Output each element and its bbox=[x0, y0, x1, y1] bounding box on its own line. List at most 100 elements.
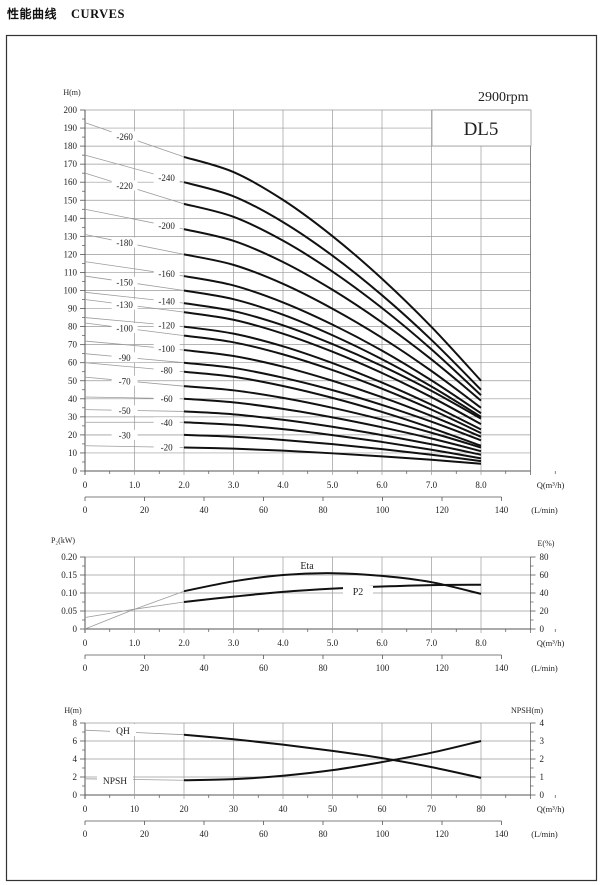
head-curve-13 bbox=[183, 370, 482, 447]
y2-tick-label: 80 bbox=[540, 552, 550, 562]
y-tick-label: 2 bbox=[73, 772, 78, 782]
x2-tick-label: 120 bbox=[435, 663, 449, 673]
title-en: CURVES bbox=[71, 7, 125, 21]
y-tick-label: 0 bbox=[73, 790, 78, 800]
curve-label-p2: P2 bbox=[353, 587, 364, 598]
curve-label-bg bbox=[343, 586, 373, 597]
head-curve-18 bbox=[183, 433, 482, 463]
x2-axis-title: (L/min) bbox=[531, 663, 558, 673]
curve-label-bg bbox=[111, 323, 138, 334]
head-curve-4 bbox=[183, 253, 482, 409]
x-tick-label: 2.0 bbox=[178, 480, 190, 490]
x2-tick-label: 40 bbox=[200, 505, 210, 515]
head-curve-12 bbox=[183, 361, 482, 442]
curve-label: -240 bbox=[158, 173, 175, 183]
curve-label-bg bbox=[153, 417, 180, 428]
curve-label: -70 bbox=[119, 376, 131, 386]
curve-label-bg bbox=[153, 393, 180, 404]
x-tick-label: 6.0 bbox=[376, 480, 388, 490]
curve-label: -130 bbox=[116, 300, 133, 310]
head-curve-14 bbox=[183, 385, 482, 449]
x2-tick-label: 0 bbox=[83, 663, 88, 673]
curve-label: -50 bbox=[119, 406, 131, 416]
head-curve-0 bbox=[183, 155, 482, 382]
y-tick-label: 0 bbox=[73, 624, 78, 634]
x-tick-label: 4.0 bbox=[277, 638, 289, 648]
curve-label-bg bbox=[153, 442, 180, 453]
x2-axis-title: (L/min) bbox=[531, 505, 558, 515]
curve-label-bg bbox=[153, 296, 180, 307]
x2-tick-label: 20 bbox=[140, 829, 150, 839]
curve-label-bg bbox=[153, 172, 180, 183]
head-curve-2 bbox=[183, 202, 482, 396]
curve-NPSH bbox=[183, 740, 482, 782]
speed-label: 2900rpm bbox=[478, 90, 529, 105]
page-header: 性能曲线 CURVES bbox=[7, 5, 125, 22]
y-tick-label: 70 bbox=[68, 340, 78, 350]
x-tick-label: 3.0 bbox=[228, 480, 240, 490]
x2-tick-label: 80 bbox=[319, 829, 329, 839]
curve-label-bg bbox=[153, 343, 180, 354]
curve-label-bg bbox=[111, 299, 138, 310]
y-tick-label: 40 bbox=[68, 394, 78, 404]
y-tick-label: 170 bbox=[64, 159, 78, 169]
curve-label-bg bbox=[111, 352, 138, 363]
curve-label: -160 bbox=[158, 269, 175, 279]
curve-label-bg bbox=[111, 180, 138, 191]
y-tick-label: 80 bbox=[68, 322, 78, 332]
x2-tick-label: 60 bbox=[259, 829, 269, 839]
y-axis-title: H(m) bbox=[63, 88, 81, 97]
x-tick-label: 0 bbox=[83, 638, 88, 648]
head-curve-16 bbox=[183, 410, 482, 456]
y-tick-label: 200 bbox=[64, 105, 78, 115]
y-tick-label: 30 bbox=[68, 412, 78, 422]
x-tick-label: 4.0 bbox=[277, 480, 289, 490]
y2-tick-label: 0 bbox=[540, 624, 545, 634]
curve-label: -100 bbox=[116, 324, 133, 334]
x-tick-label: 3.0 bbox=[228, 638, 240, 648]
y2-tick-label: 4 bbox=[540, 718, 545, 728]
y2-tick-label: 0 bbox=[540, 790, 545, 800]
x2-tick-label: 120 bbox=[435, 829, 449, 839]
y2-tick-label: 20 bbox=[540, 606, 550, 616]
y-tick-label: 130 bbox=[64, 231, 78, 241]
x2-tick-label: 20 bbox=[140, 505, 150, 515]
y-tick-label: 60 bbox=[68, 358, 78, 368]
curve-label-qh: QH bbox=[116, 727, 130, 737]
x2-tick-label: 40 bbox=[200, 829, 210, 839]
y-tick-label: 110 bbox=[64, 267, 78, 277]
y-tick-label: 100 bbox=[64, 286, 78, 296]
x-tick-label: 5.0 bbox=[327, 480, 339, 490]
x-tick-label: 7.0 bbox=[426, 480, 438, 490]
y-tick-label: 90 bbox=[68, 304, 78, 314]
curve-P2 bbox=[183, 583, 482, 603]
x-tick-label: 80 bbox=[477, 804, 487, 814]
x-tick-label: 10 bbox=[130, 804, 140, 814]
y2-tick-label: 2 bbox=[540, 754, 545, 764]
y2-tick-label: 60 bbox=[540, 570, 550, 580]
y-tick-label: 120 bbox=[64, 249, 78, 259]
y2-axis-title: E(%) bbox=[538, 539, 555, 548]
x2-tick-label: 140 bbox=[495, 829, 509, 839]
x-tick-label: 60 bbox=[378, 804, 388, 814]
curve-label-bg bbox=[111, 429, 138, 440]
curve-label: -180 bbox=[116, 238, 133, 248]
curve-label: -20 bbox=[161, 443, 173, 453]
model-label: DL5 bbox=[464, 119, 499, 140]
curve-label-bg bbox=[153, 220, 180, 231]
y-tick-label: 0 bbox=[73, 466, 78, 476]
x-tick-label: 1.0 bbox=[129, 638, 141, 648]
x2-tick-label: 60 bbox=[259, 663, 269, 673]
x2-tick-label: 100 bbox=[376, 829, 390, 839]
curve-label-bg bbox=[111, 237, 138, 248]
x2-tick-label: 80 bbox=[319, 663, 329, 673]
head-curve-1 bbox=[183, 181, 482, 391]
curve-label-bg bbox=[111, 405, 138, 416]
head-curve-6 bbox=[183, 289, 482, 418]
y-tick-label: 0.10 bbox=[61, 588, 77, 598]
curve-label-bg bbox=[153, 365, 180, 376]
x2-tick-label: 100 bbox=[376, 663, 390, 673]
x2-axis-title: (L/min) bbox=[531, 829, 558, 839]
head-curve-3 bbox=[183, 228, 482, 402]
